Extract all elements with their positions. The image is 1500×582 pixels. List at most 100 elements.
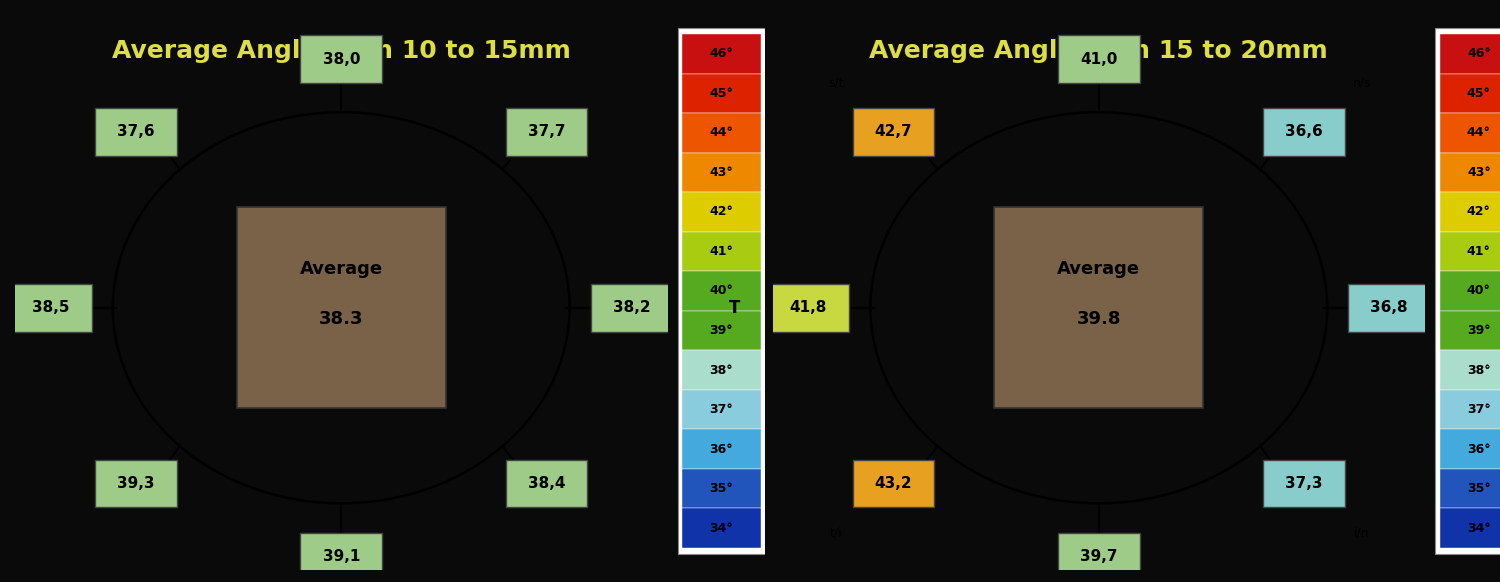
Text: 36,8: 36,8	[1371, 300, 1408, 315]
Text: 43°: 43°	[1467, 166, 1491, 179]
Text: 38,5: 38,5	[32, 300, 69, 315]
Text: 40°: 40°	[1467, 285, 1491, 297]
Text: t/i: t/i	[830, 527, 842, 540]
Text: 37,7: 37,7	[528, 125, 566, 140]
Text: 42,7: 42,7	[874, 125, 912, 140]
Text: 44°: 44°	[710, 126, 734, 139]
FancyBboxPatch shape	[94, 108, 177, 156]
Bar	[1440, 152, 1500, 192]
Text: 37,3: 37,3	[1286, 476, 1323, 491]
Bar	[1440, 192, 1500, 232]
Text: 41°: 41°	[1467, 245, 1491, 258]
Bar	[237, 207, 446, 409]
FancyBboxPatch shape	[1263, 460, 1346, 508]
Text: 37°: 37°	[710, 403, 734, 416]
Text: 38°: 38°	[710, 364, 734, 377]
Text: 36,6: 36,6	[1286, 125, 1323, 140]
Bar	[772, 12, 1425, 90]
Text: Average: Average	[300, 260, 382, 278]
Bar	[1440, 390, 1500, 430]
Bar	[1440, 509, 1500, 548]
Bar	[1440, 34, 1500, 73]
Bar	[1440, 350, 1500, 390]
FancyBboxPatch shape	[1348, 284, 1430, 332]
FancyBboxPatch shape	[300, 36, 382, 83]
FancyBboxPatch shape	[852, 108, 934, 156]
Bar	[682, 350, 760, 390]
Bar	[1440, 430, 1500, 469]
Text: 39,3: 39,3	[117, 476, 154, 491]
Text: 43,2: 43,2	[874, 476, 912, 491]
Text: 44°: 44°	[1467, 126, 1491, 139]
FancyBboxPatch shape	[591, 284, 672, 332]
Text: 38,4: 38,4	[528, 476, 566, 491]
Text: Average Angle from 10 to 15mm: Average Angle from 10 to 15mm	[112, 39, 570, 63]
Text: 42°: 42°	[1467, 205, 1491, 218]
FancyBboxPatch shape	[852, 460, 934, 508]
Bar	[15, 12, 668, 90]
Text: s/t: s/t	[828, 76, 843, 89]
Text: 38.3: 38.3	[320, 310, 363, 328]
Bar	[682, 152, 760, 192]
Bar	[682, 34, 760, 73]
Bar	[682, 390, 760, 430]
Text: 40°: 40°	[710, 285, 734, 297]
Text: 46°: 46°	[1467, 47, 1491, 61]
Text: 36°: 36°	[710, 443, 734, 456]
Text: 39°: 39°	[710, 324, 734, 337]
Text: 38°: 38°	[1467, 364, 1491, 377]
Text: 38,0: 38,0	[322, 52, 360, 66]
Text: 36°: 36°	[1467, 443, 1491, 456]
Text: 34°: 34°	[710, 521, 734, 535]
Text: 39°: 39°	[1467, 324, 1491, 337]
Text: Average: Average	[1058, 260, 1140, 278]
Text: 35°: 35°	[710, 482, 734, 495]
Text: Average Angle from 15 to 20mm: Average Angle from 15 to 20mm	[870, 39, 1328, 63]
Text: i/n: i/n	[1354, 527, 1370, 540]
Text: n/s: n/s	[1353, 76, 1371, 89]
FancyBboxPatch shape	[768, 284, 849, 332]
Text: 35°: 35°	[1467, 482, 1491, 495]
Bar	[682, 509, 760, 548]
FancyBboxPatch shape	[94, 460, 177, 508]
Text: 41,0: 41,0	[1080, 52, 1118, 66]
Text: 37,6: 37,6	[117, 125, 154, 140]
Bar	[1440, 73, 1500, 113]
Bar	[1440, 271, 1500, 311]
Text: 37°: 37°	[1467, 403, 1491, 416]
FancyBboxPatch shape	[1263, 108, 1346, 156]
Text: 34°: 34°	[1467, 521, 1491, 535]
FancyBboxPatch shape	[506, 108, 588, 156]
Bar	[1440, 311, 1500, 350]
Bar	[682, 232, 760, 271]
Bar	[682, 430, 760, 469]
Text: 39,1: 39,1	[322, 549, 360, 564]
Bar	[682, 73, 760, 113]
Bar	[1440, 469, 1500, 509]
Text: 43°: 43°	[710, 166, 734, 179]
FancyBboxPatch shape	[1058, 533, 1140, 580]
Bar	[1440, 232, 1500, 271]
Bar	[682, 271, 760, 311]
Text: 41,8: 41,8	[789, 300, 826, 315]
Text: 46°: 46°	[710, 47, 734, 61]
Text: 39.8: 39.8	[1077, 310, 1120, 328]
Bar	[994, 207, 1203, 409]
Text: T: T	[729, 299, 741, 317]
Bar	[682, 469, 760, 509]
Text: 38,2: 38,2	[614, 300, 651, 315]
Text: 41°: 41°	[710, 245, 734, 258]
Text: N: N	[698, 299, 712, 317]
FancyBboxPatch shape	[506, 460, 588, 508]
Text: 42°: 42°	[710, 205, 734, 218]
Text: N: N	[1455, 299, 1470, 317]
FancyBboxPatch shape	[300, 533, 382, 580]
Text: 45°: 45°	[710, 87, 734, 100]
Text: 39,7: 39,7	[1080, 549, 1118, 564]
Bar	[682, 192, 760, 232]
Text: 45°: 45°	[1467, 87, 1491, 100]
Bar	[682, 311, 760, 350]
FancyBboxPatch shape	[10, 284, 92, 332]
Bar	[682, 113, 760, 152]
FancyBboxPatch shape	[1058, 36, 1140, 83]
